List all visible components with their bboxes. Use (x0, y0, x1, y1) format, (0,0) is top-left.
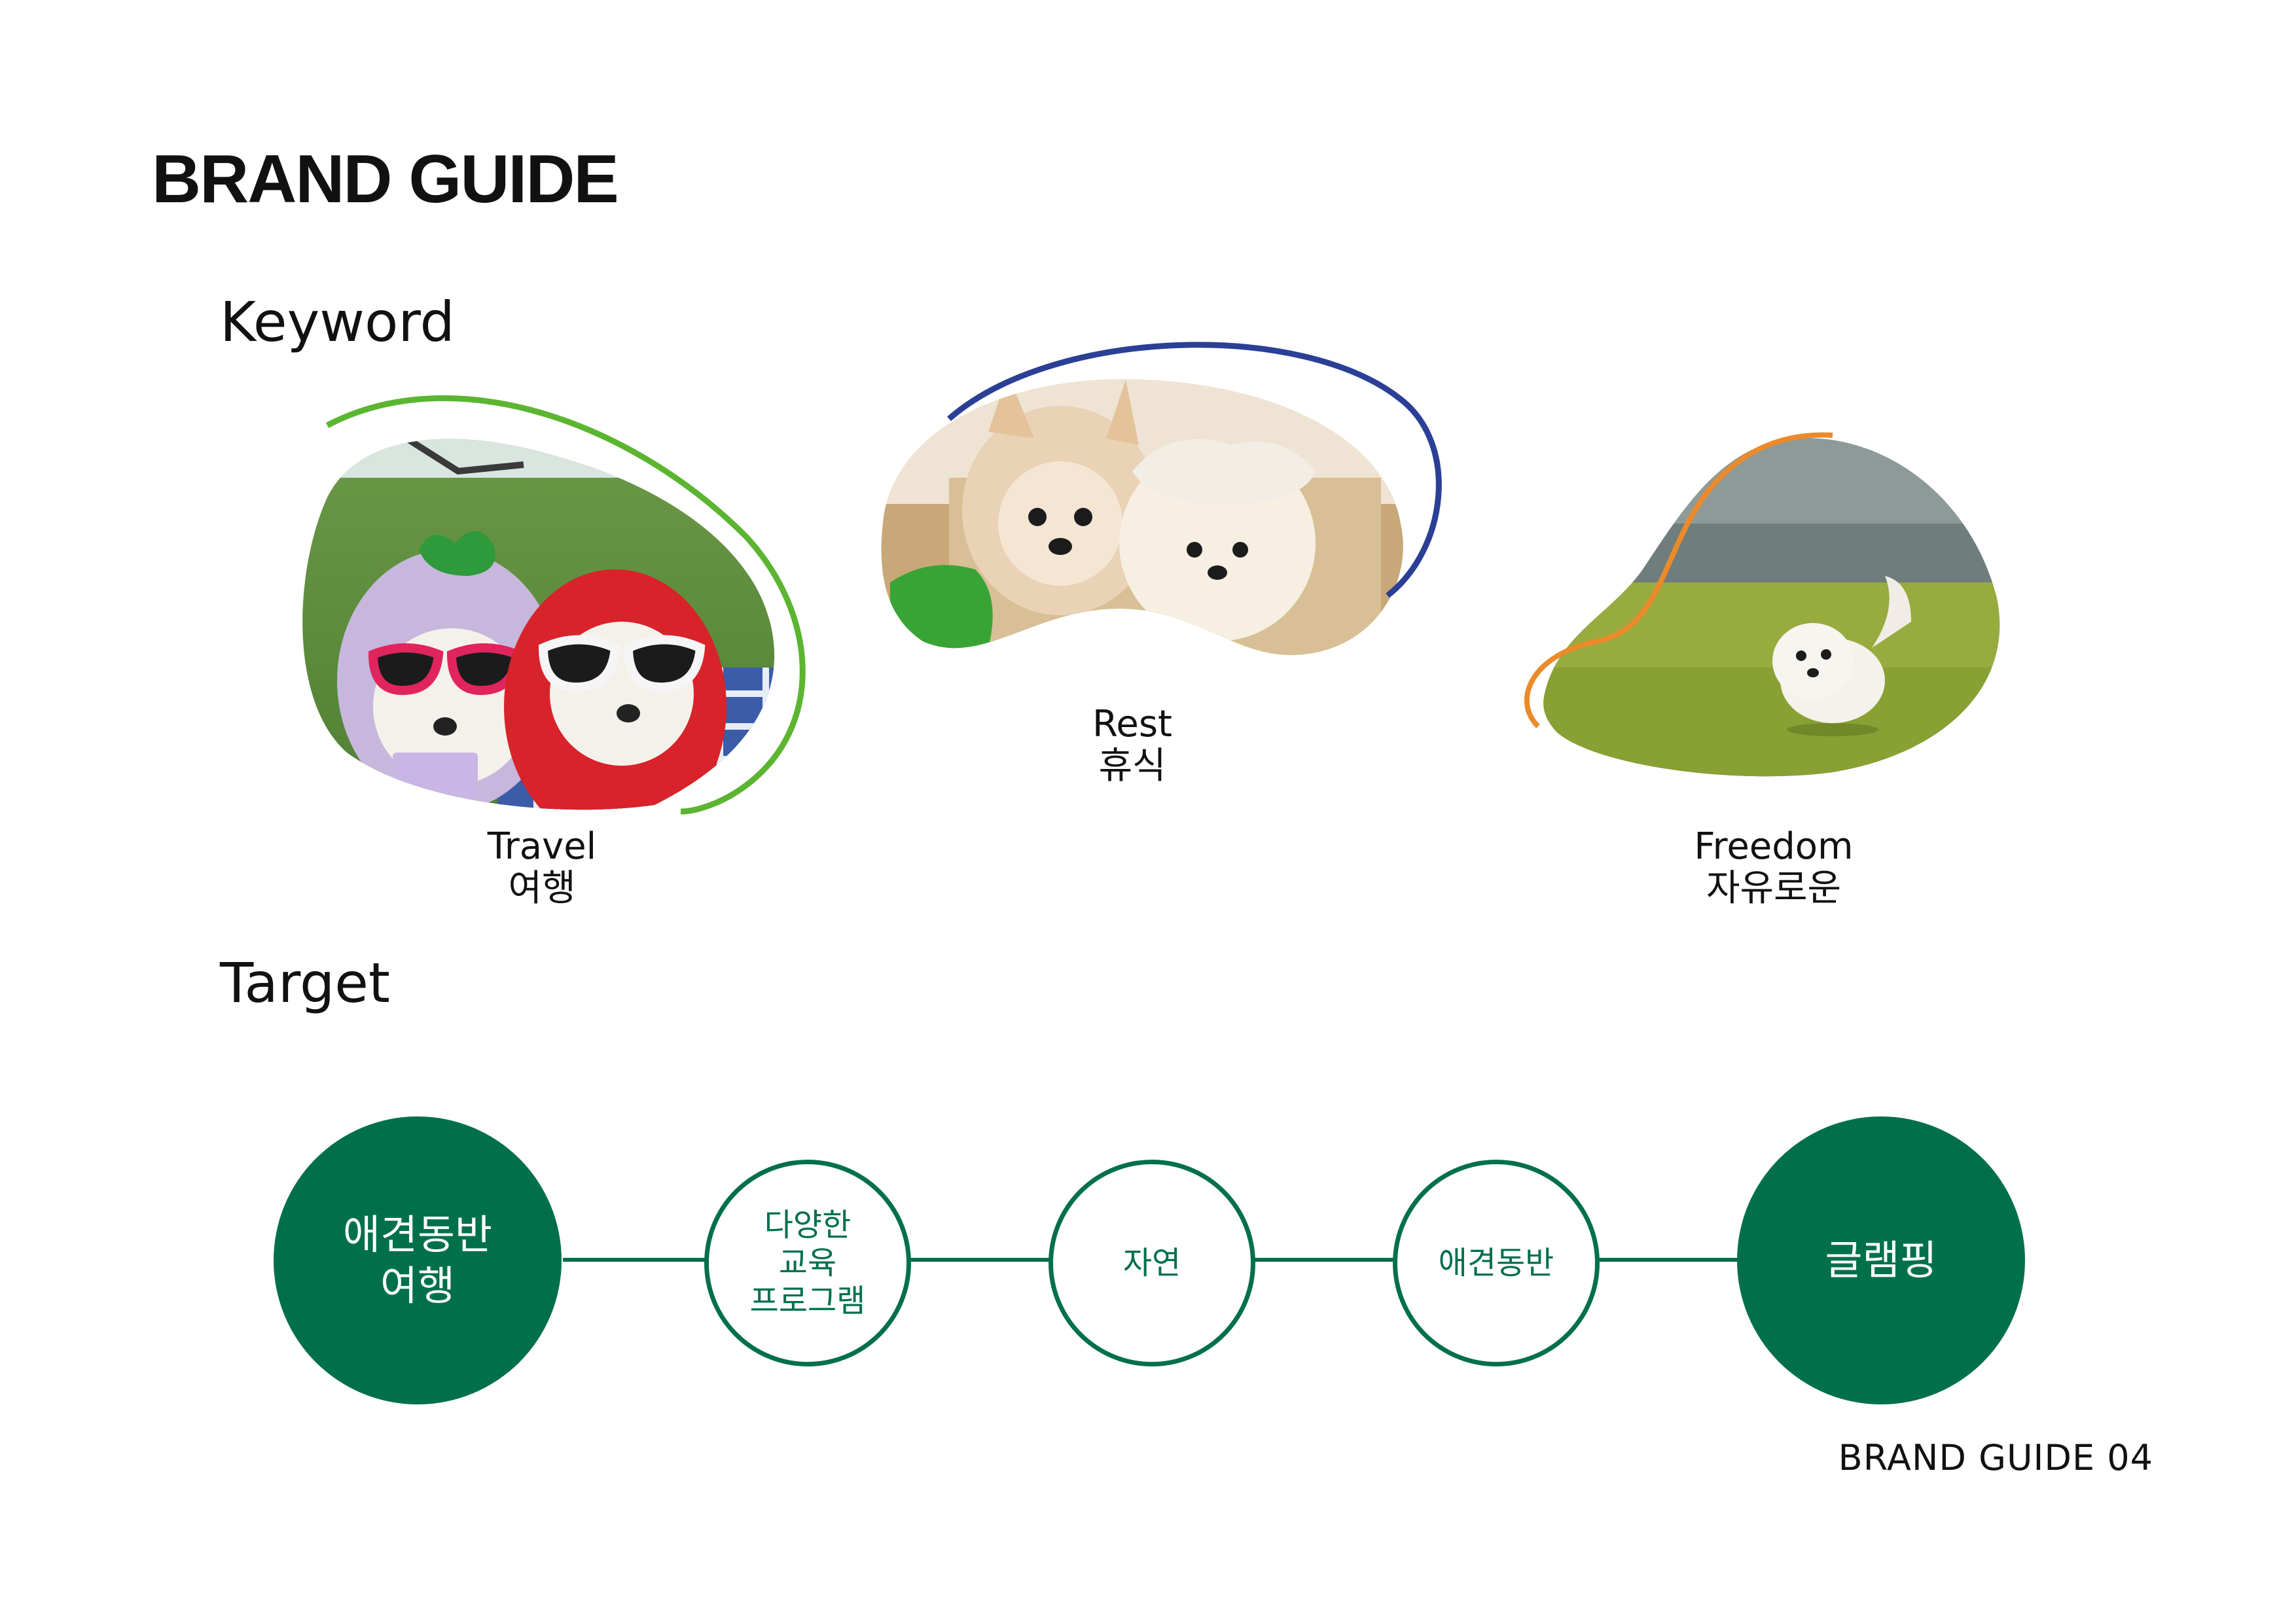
target-circle-education-label: 다양한 교육 프로그램 (749, 1207, 866, 1319)
travel-photo (302, 395, 806, 815)
keyword-heading: Keyword (220, 290, 455, 354)
keyword-travel-ko: 여행 (508, 867, 576, 910)
page-title: BRAND GUIDE (152, 141, 619, 217)
target-circle-pet-friendly: 애견동반 (1393, 1160, 1600, 1366)
target-heading: Target (220, 951, 390, 1015)
keyword-rest-label: Rest 휴식 (1001, 704, 1263, 787)
target-circle-glamping-label: 글램핑 (1825, 1236, 1937, 1284)
keyword-rest-en: Rest (1092, 703, 1172, 745)
freedom-photo (1524, 432, 2000, 777)
target-circle-pet-travel: 애견동반 여행 (274, 1116, 562, 1404)
keyword-freedom-label: Freedom 자유로운 (1643, 826, 1905, 910)
keyword-rest-ko: 휴식 (1098, 745, 1166, 787)
keyword-freedom-en: Freedom (1694, 825, 1854, 868)
rest-photo (881, 342, 1442, 655)
keyword-freedom-ko: 자유로운 (1706, 867, 1842, 910)
keyword-travel-label: Travel 여행 (411, 826, 673, 910)
keyword-travel-en: Travel (487, 825, 597, 868)
target-circle-pet-friendly-label: 애견동반 (1438, 1245, 1554, 1281)
target-circle-glamping: 글램핑 (1737, 1116, 2025, 1404)
target-circle-pet-travel-label: 애견동반 여행 (342, 1211, 493, 1310)
target-circle-nature-label: 자연 (1122, 1245, 1181, 1281)
target-circle-nature: 자연 (1049, 1160, 1255, 1366)
target-circle-education: 다양한 교육 프로그램 (704, 1160, 911, 1366)
page-footer: BRAND GUIDE 04 (1838, 1437, 2153, 1478)
